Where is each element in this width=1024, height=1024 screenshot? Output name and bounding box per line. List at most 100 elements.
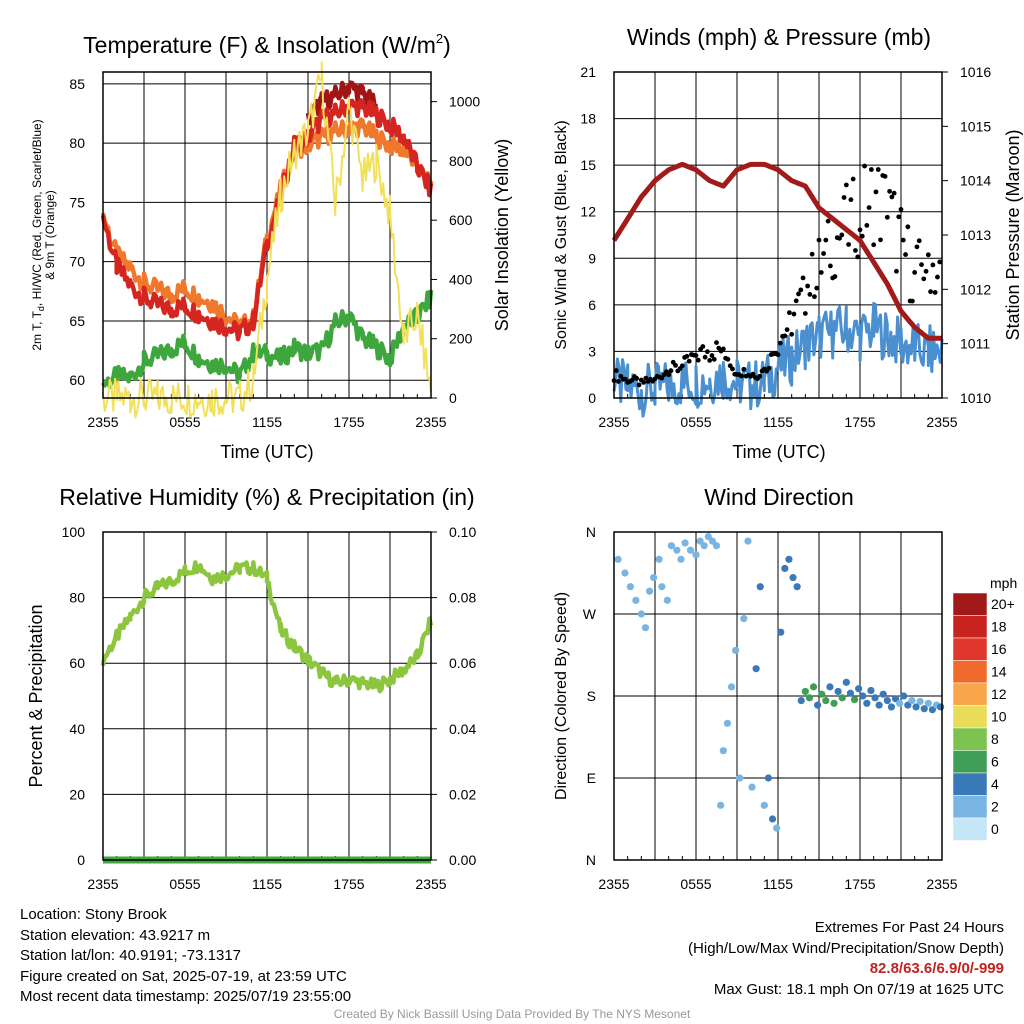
winds-gust-point (793, 298, 799, 304)
direction-point (686, 546, 695, 554)
winds-gust-point (730, 366, 735, 372)
winds-x-tick-label: 1155 (763, 414, 793, 430)
legend-swatch (952, 592, 988, 616)
winds-gust-point (786, 310, 792, 316)
winds-gust-point (739, 373, 744, 379)
direction-point (912, 703, 920, 711)
winds-gust-point (912, 270, 918, 275)
temp-x-tick-label: 0555 (169, 414, 200, 430)
winds-gust-point (725, 356, 731, 362)
temp-series-solar-insolation (102, 61, 432, 419)
direction-point (658, 583, 666, 591)
winds-gust-point (800, 275, 806, 281)
winds-y-tick-label: 15 (580, 157, 596, 173)
winds-gust-point (802, 311, 808, 316)
direction-point (850, 696, 859, 704)
legend-label: 14 (991, 664, 1007, 680)
winds-gust-point (873, 189, 879, 195)
extremes-subtitle: (High/Low/Max Wind/Precipitation/Snow De… (688, 939, 1004, 957)
humidity-plot-frame (102, 531, 432, 861)
winds-gust-point (862, 163, 867, 169)
winds-y-tick-label: 0 (588, 390, 596, 406)
direction-point (752, 665, 760, 673)
direction-point (637, 610, 645, 618)
legend-swatch (952, 660, 988, 684)
humidity-y-tick-label: 0 (77, 852, 85, 868)
direction-point (916, 697, 924, 706)
direction-point (846, 689, 855, 697)
winds-gust-point (866, 205, 872, 211)
temp-y2label: Solar Insolation (Yellow) (492, 139, 512, 331)
winds-gust-point (782, 333, 788, 339)
direction-point (883, 696, 891, 705)
winds-gust-point (812, 294, 817, 300)
winds-y2-tick-label: 1013 (960, 227, 991, 243)
station-location: Location: Stony Brook (20, 906, 167, 923)
direction-point (900, 692, 908, 700)
winds-gust-point (827, 263, 833, 269)
winds-gust-point (714, 340, 719, 346)
direction-point (818, 690, 826, 698)
temp-x-tick-label: 1755 (333, 414, 364, 430)
temp-y-tick-label: 65 (69, 313, 85, 329)
winds-gust-point (634, 376, 640, 381)
extremes-values: 82.8/63.6/6.9/0/-999 (869, 960, 1004, 977)
winds-gust-point (859, 233, 865, 239)
winds-gust-point (809, 251, 815, 257)
temp-x-tick-label: 2355 (87, 414, 118, 430)
winds-gust-point (789, 331, 795, 337)
direction-y-tick-label: N (586, 852, 596, 868)
winds-gust-point (702, 354, 708, 360)
direction-point (797, 696, 805, 705)
humidity-x-tick-label: 0555 (169, 876, 200, 892)
direction-point (908, 696, 916, 705)
winds-gust-point (846, 242, 852, 247)
direction-point (748, 783, 756, 791)
temp-y2-tick-label: 400 (449, 271, 473, 287)
direction-point (809, 683, 818, 691)
winds-y2-tick-label: 1011 (960, 336, 990, 352)
temp-y-tick-label: 70 (69, 254, 85, 270)
legend-swatch (952, 705, 988, 729)
direction-point (614, 555, 622, 563)
direction-point (692, 551, 700, 559)
station-latlon: Station lat/lon: 40.9191; -73.1317 (20, 947, 242, 964)
direction-point (826, 683, 834, 691)
direction-point (805, 694, 814, 702)
winds-series-station-pressure (611, 161, 943, 341)
winds-y2-tick-label: 1012 (960, 281, 991, 297)
winds-gust-point (855, 254, 861, 260)
humidity-panel-title: Relative Humidity (%) & Precipitation (i… (59, 484, 474, 510)
direction-point (863, 699, 871, 707)
humidity-series-relative-humidity (100, 560, 434, 694)
legend-swatch (952, 795, 988, 819)
direction-point (801, 687, 809, 696)
direction-point (814, 701, 822, 709)
winds-ylabel: Sonic Wind & Gust (Blue, Black) (553, 120, 570, 349)
legend-swatch (952, 817, 988, 841)
direction-point (727, 683, 736, 691)
temp-ylabel-2: & 9m T (Orange) (43, 190, 57, 280)
direction-point (760, 801, 768, 809)
direction-point (663, 596, 671, 604)
direction-point (712, 542, 721, 550)
direction-point (867, 686, 875, 695)
winds-gust-point (850, 176, 856, 182)
winds-gust-point (622, 376, 628, 382)
winds-gust-point (868, 167, 874, 172)
direction-point (641, 624, 650, 632)
humidity-y-tick-label: 60 (69, 655, 85, 671)
extremes-title: Extremes For Past 24 Hours (814, 919, 1004, 936)
legend-label: 18 (991, 619, 1007, 635)
winds-y-tick-label: 18 (580, 111, 596, 127)
winds-gust-point (814, 285, 820, 291)
winds-gust-point (777, 340, 783, 346)
winds-gust-point (821, 251, 826, 256)
direction-y-tick-label: E (587, 770, 596, 786)
temp-ylabel: 2m T, Td, HI/WC (Red, Green, Scarlet/Blu… (30, 119, 46, 350)
direction-x-tick-label: 2355 (598, 876, 629, 892)
winds-gust-point (818, 270, 824, 275)
temp-plot-frame (102, 71, 432, 399)
temp-y2-tick-label: 0 (449, 390, 457, 406)
winds-gust-point (919, 262, 924, 268)
